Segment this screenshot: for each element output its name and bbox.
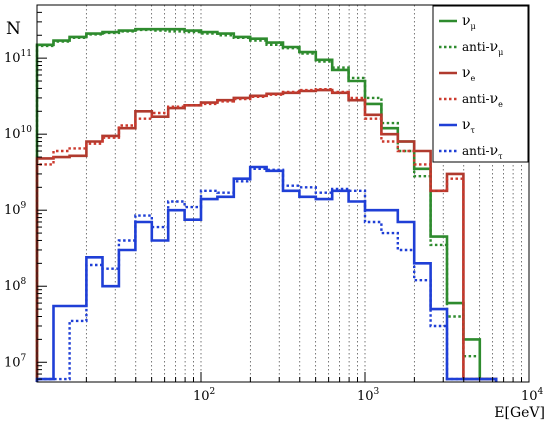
x-tick-label: 102 (193, 387, 215, 404)
legend-entry: anti-νe (462, 91, 503, 109)
y-axis-label: N (6, 19, 21, 39)
y-tick-label: 1010 (4, 125, 32, 142)
x-axis-label: E[GeV] (494, 405, 545, 421)
series-line-anti-nu-1 (35, 28, 498, 382)
series-line-nu-2 (35, 88, 498, 382)
series-line-nu-0 (35, 27, 498, 382)
legend-entry: anti-νμ (462, 39, 503, 57)
axis-ticks: 102 103 104 107 108 109 1010 1011 (4, 4, 544, 404)
plot-frame (36, 4, 530, 383)
legend-entry: ντ (462, 117, 476, 135)
x-tick-label: 103 (357, 387, 380, 404)
series-line-anti-nu-3 (35, 88, 498, 382)
legend-entry: anti-ντ (462, 143, 503, 161)
legend-entry: νe (462, 65, 476, 83)
y-tick-label: 1011 (4, 49, 32, 66)
y-tick-label: 109 (4, 201, 27, 218)
y-tick-label: 108 (4, 277, 27, 294)
series-line-nu-4 (35, 165, 498, 382)
legend-entry: νμ (462, 13, 476, 31)
series-line-anti-nu-5 (35, 167, 498, 382)
legend: νμ anti-νμ νe anti-νe ντ anti-ντ (432, 5, 529, 163)
y-tick-label: 107 (4, 353, 27, 370)
x-tick-label: 104 (521, 387, 544, 404)
legend-box (432, 5, 529, 163)
series-layer (35, 27, 498, 382)
